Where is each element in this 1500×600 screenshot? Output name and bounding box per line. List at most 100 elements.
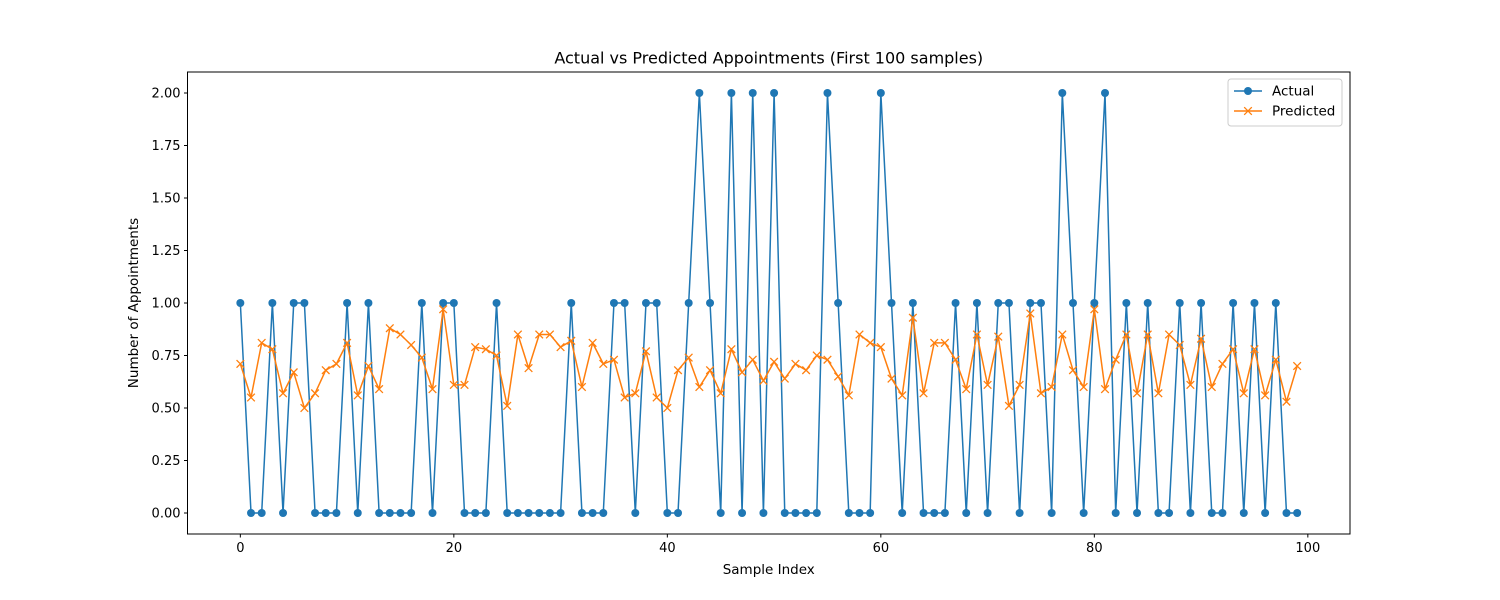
- data-point-actual: [1122, 299, 1131, 307]
- data-point-predicted: [385, 323, 395, 333]
- y-tick-label: 1.00: [152, 297, 181, 312]
- data-point-actual: [812, 509, 821, 517]
- data-point-actual: [1058, 89, 1067, 97]
- data-point-actual: [577, 509, 586, 517]
- data-point-actual: [674, 509, 683, 517]
- data-point-predicted: [1175, 340, 1184, 350]
- data-point-predicted: [534, 330, 544, 339]
- data-point-predicted: [1079, 382, 1088, 392]
- x-tick-label: 40: [659, 541, 676, 556]
- legend: Actual Predicted: [1227, 78, 1343, 127]
- data-point-predicted: [1239, 389, 1249, 398]
- data-point-predicted: [364, 361, 373, 371]
- data-point-predicted: [929, 338, 939, 348]
- data-point-actual: [866, 509, 875, 517]
- data-point-predicted: [374, 384, 384, 394]
- data-point-actual: [311, 509, 320, 517]
- data-point-actual: [460, 509, 469, 517]
- data-point-predicted: [972, 330, 982, 339]
- data-point-actual: [417, 299, 426, 307]
- y-tick-label: 1.25: [152, 244, 181, 259]
- data-point-actual: [1026, 299, 1035, 307]
- data-point-predicted: [428, 384, 437, 394]
- data-point-predicted: [705, 365, 715, 375]
- data-point-predicted: [513, 330, 523, 339]
- data-point-actual: [1207, 509, 1216, 517]
- data-point-actual: [663, 509, 672, 517]
- data-point-actual: [1090, 299, 1099, 307]
- data-point-predicted: [769, 357, 779, 367]
- data-point-actual: [951, 299, 960, 307]
- data-point-actual: [1271, 299, 1280, 307]
- y-tick-label: 0.25: [152, 454, 181, 469]
- data-point-actual: [1111, 509, 1120, 517]
- data-point-actual: [972, 299, 981, 307]
- series-line-actual: [239, 92, 1298, 514]
- x-tick-label: 60: [873, 541, 890, 556]
- data-point-predicted: [737, 368, 747, 377]
- data-point-predicted: [716, 389, 725, 398]
- data-point-predicted: [727, 344, 736, 354]
- data-point-actual: [407, 509, 416, 517]
- data-point-actual: [1293, 509, 1302, 517]
- legend-label: Predicted: [1272, 104, 1335, 120]
- data-point-predicted: [663, 403, 672, 413]
- plot-area: [236, 89, 1302, 517]
- data-point-predicted: [1111, 355, 1120, 364]
- data-point-actual: [823, 89, 832, 97]
- data-point-predicted: [268, 344, 277, 354]
- data-point-predicted: [1122, 330, 1131, 339]
- data-point-predicted: [1271, 355, 1281, 364]
- data-point-predicted: [449, 380, 459, 390]
- data-point-actual: [353, 509, 362, 517]
- data-point-predicted: [1228, 344, 1238, 354]
- data-point-actual: [439, 299, 448, 307]
- data-point-predicted: [1068, 365, 1078, 375]
- data-point-predicted: [246, 393, 256, 402]
- y-tick-label: 0.50: [152, 402, 181, 417]
- data-point-predicted: [833, 372, 843, 381]
- data-point-actual: [1004, 299, 1013, 307]
- data-point-predicted: [300, 403, 309, 413]
- x-axis-label: Sample Index: [723, 562, 815, 578]
- data-point-predicted: [983, 380, 992, 390]
- data-point-actual: [1197, 299, 1206, 307]
- data-point-actual: [1165, 509, 1174, 517]
- data-point-actual: [930, 509, 939, 517]
- data-point-actual: [321, 509, 330, 517]
- data-point-actual: [247, 509, 256, 517]
- data-point-actual: [396, 509, 405, 517]
- data-point-predicted: [1164, 330, 1174, 339]
- data-point-predicted: [1090, 305, 1099, 314]
- data-point-actual: [567, 299, 576, 307]
- data-point-actual: [1186, 509, 1195, 517]
- data-point-actual: [556, 509, 565, 517]
- data-point-predicted: [609, 355, 619, 364]
- data-point-actual: [1261, 509, 1270, 517]
- data-point-predicted: [1026, 309, 1035, 318]
- x-tick-label: 80: [1086, 541, 1103, 556]
- data-point-predicted: [524, 363, 533, 373]
- data-point-predicted: [1292, 361, 1302, 371]
- data-point-predicted: [460, 380, 469, 390]
- data-point-predicted: [641, 347, 651, 356]
- data-point-actual: [631, 509, 640, 517]
- data-point-actual: [1143, 299, 1152, 307]
- data-point-actual: [375, 509, 384, 517]
- data-point-predicted: [1260, 391, 1270, 400]
- data-point-actual: [279, 509, 288, 517]
- y-axis: 0.00 0.25 0.50 0.75 1.00 1.25 1.50 1.75 2.00: [152, 87, 188, 522]
- data-point-predicted: [257, 338, 266, 348]
- data-point-actual: [695, 89, 704, 97]
- data-point-predicted: [1282, 397, 1291, 406]
- data-point-predicted: [812, 351, 822, 360]
- data-point-actual: [994, 299, 1003, 307]
- data-point-actual: [236, 299, 245, 307]
- y-tick-label: 1.75: [152, 139, 181, 154]
- data-point-predicted: [823, 355, 832, 364]
- data-point-predicted: [748, 355, 757, 364]
- data-point-actual: [1282, 509, 1291, 517]
- data-point-predicted: [695, 382, 704, 392]
- data-point-predicted: [481, 344, 491, 354]
- data-point-predicted: [567, 336, 576, 346]
